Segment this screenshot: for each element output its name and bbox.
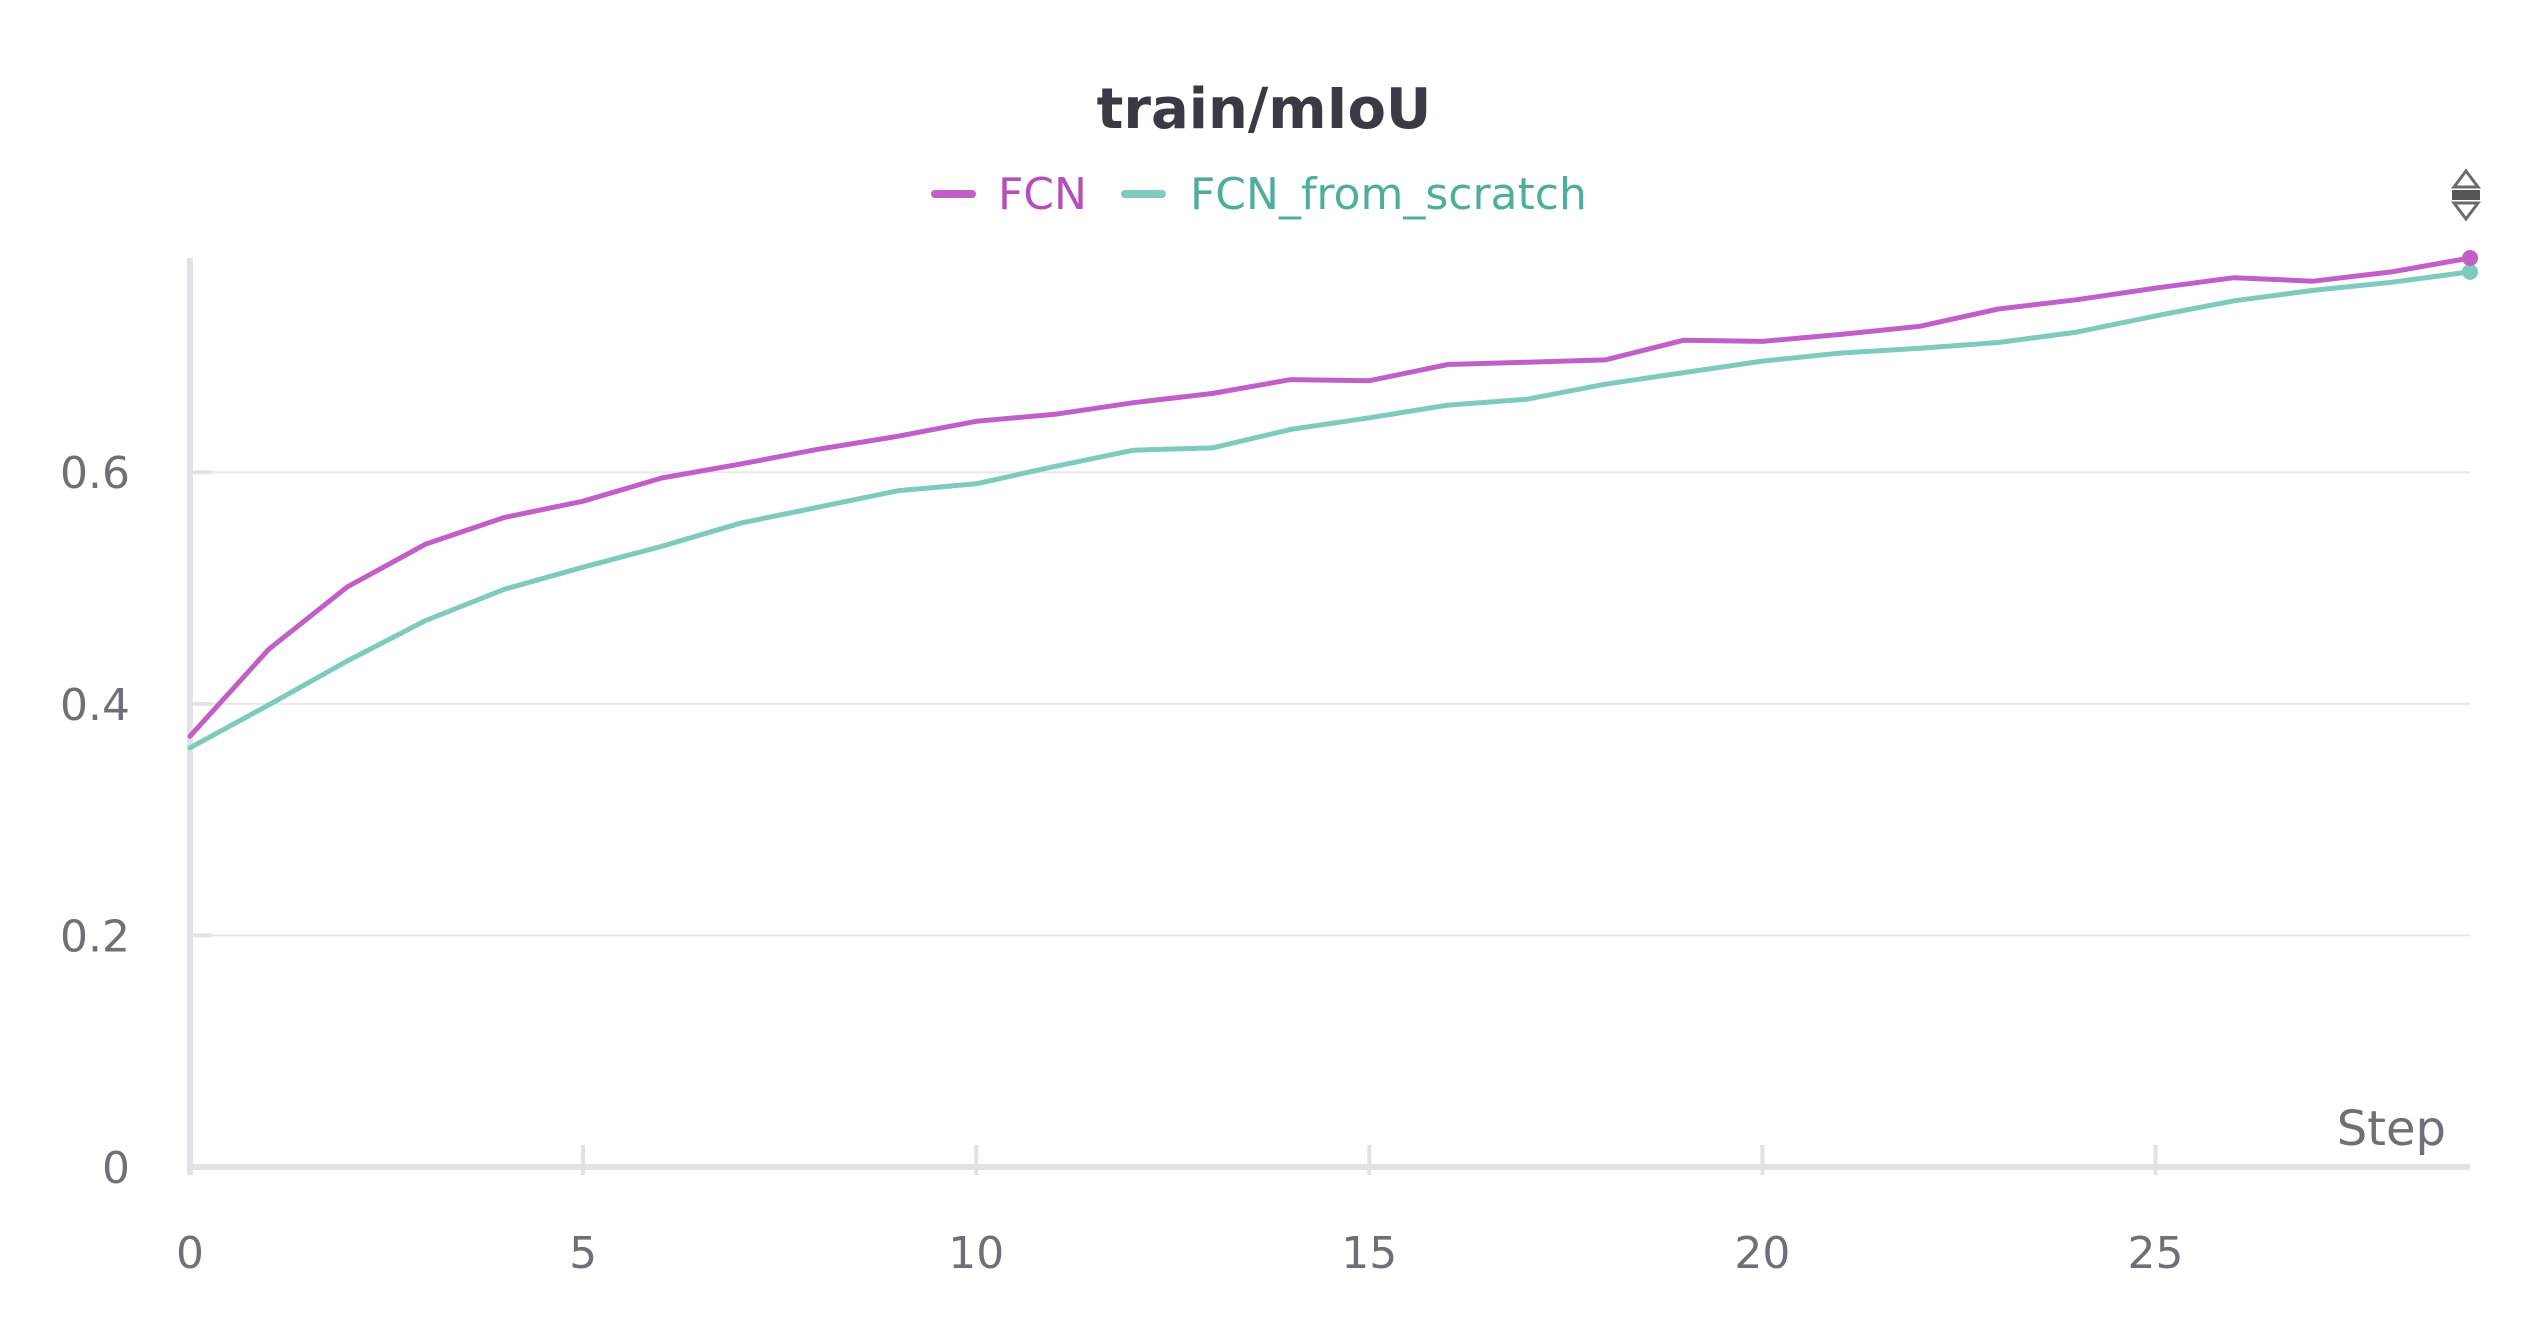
x-axis-title: Step	[2337, 1101, 2446, 1157]
series-layer	[187, 250, 2478, 751]
series-endpoint-fcn[interactable]	[2462, 250, 2478, 266]
axes: 0 0.2 0.4 0.6 0 5 10 15 20 25	[60, 258, 2470, 1279]
x-tick-label: 0	[176, 1228, 204, 1279]
y-tick-label: 0	[102, 1143, 130, 1194]
legend[interactable]: FCN FCN_from_scratch	[931, 169, 1587, 220]
x-tick-label: 15	[1341, 1228, 1397, 1279]
y-tick-label: 0.6	[60, 448, 130, 499]
x-tick-label: 10	[948, 1228, 1004, 1279]
y-tick-label: 0.4	[60, 680, 130, 731]
y-tick-label: 0.2	[60, 911, 130, 962]
x-tick-label: 25	[2128, 1228, 2184, 1279]
grid	[190, 471, 2470, 937]
series-endpoint-fcn-from-scratch[interactable]	[2462, 263, 2478, 280]
legend-item-fcn-from-scratch[interactable]: FCN_from_scratch	[1121, 169, 1587, 220]
series-line-fcn[interactable]	[187, 255, 2473, 739]
x-tick-label: 5	[569, 1228, 597, 1279]
legend-label-fcn-from-scratch: FCN_from_scratch	[1190, 169, 1587, 220]
series-line-fcn-from-scratch[interactable]	[187, 269, 2473, 751]
legend-item-fcn[interactable]: FCN	[931, 169, 1087, 220]
reset-zoom-icon[interactable]	[2451, 168, 2481, 222]
x-tick-label: 20	[1734, 1228, 1790, 1279]
chart-title: train/mIoU	[1097, 77, 1432, 142]
legend-label-fcn: FCN	[998, 169, 1087, 220]
